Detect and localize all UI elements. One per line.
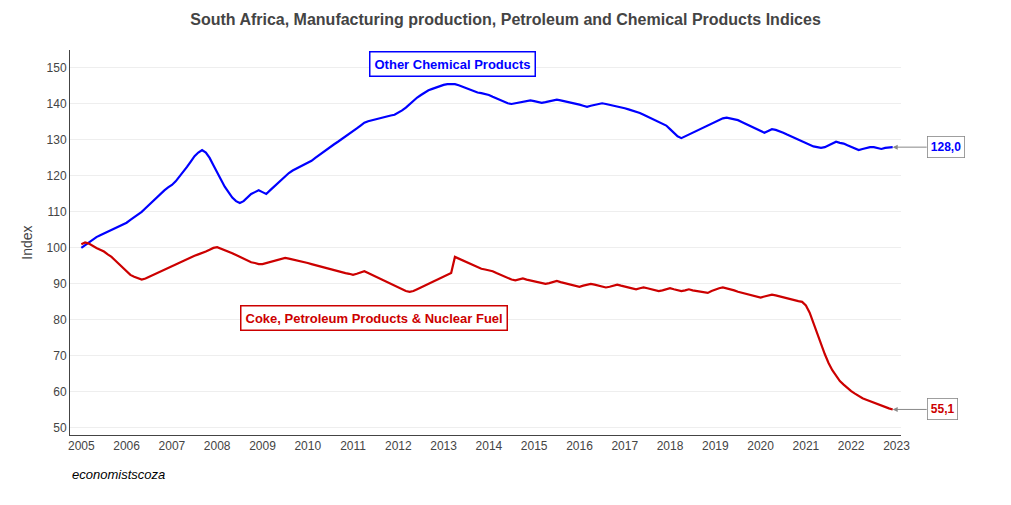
- svg-text:80: 80: [53, 313, 67, 327]
- svg-text:100: 100: [47, 241, 67, 255]
- svg-text:150: 150: [47, 61, 67, 75]
- svg-text:2006: 2006: [113, 439, 140, 453]
- svg-text:2016: 2016: [566, 439, 593, 453]
- svg-text:Other Chemical Products: Other Chemical Products: [375, 57, 531, 72]
- svg-text:2013: 2013: [430, 439, 457, 453]
- svg-text:2010: 2010: [294, 439, 321, 453]
- svg-text:2014: 2014: [476, 439, 503, 453]
- svg-text:128,0: 128,0: [931, 140, 961, 154]
- svg-text:2020: 2020: [747, 439, 774, 453]
- svg-text:70: 70: [53, 349, 67, 363]
- svg-text:Coke, Petroleum Products & Nuc: Coke, Petroleum Products & Nuclear Fuel: [246, 311, 503, 326]
- svg-text:2012: 2012: [385, 439, 412, 453]
- svg-text:2023: 2023: [883, 439, 910, 453]
- svg-text:90: 90: [53, 277, 67, 291]
- svg-text:60: 60: [53, 385, 67, 399]
- svg-text:2007: 2007: [159, 439, 186, 453]
- svg-text:2019: 2019: [702, 439, 729, 453]
- svg-text:Index: Index: [19, 225, 35, 259]
- svg-text:55,1: 55,1: [931, 402, 955, 416]
- svg-text:2009: 2009: [249, 439, 276, 453]
- svg-text:South Africa, Manufacturing pr: South Africa, Manufacturing production, …: [190, 11, 821, 28]
- svg-text:140: 140: [47, 97, 67, 111]
- svg-text:2011: 2011: [340, 439, 366, 453]
- svg-text:2017: 2017: [611, 439, 638, 453]
- svg-text:2021: 2021: [793, 439, 820, 453]
- svg-text:economistscoza: economistscoza: [72, 467, 165, 482]
- svg-text:130: 130: [47, 133, 67, 147]
- svg-text:2008: 2008: [204, 439, 231, 453]
- svg-text:110: 110: [47, 205, 66, 219]
- svg-text:2015: 2015: [521, 439, 548, 453]
- svg-text:2018: 2018: [657, 439, 684, 453]
- svg-text:2005: 2005: [68, 439, 95, 453]
- svg-text:50: 50: [53, 421, 67, 435]
- svg-text:120: 120: [47, 169, 67, 183]
- svg-text:2022: 2022: [838, 439, 865, 453]
